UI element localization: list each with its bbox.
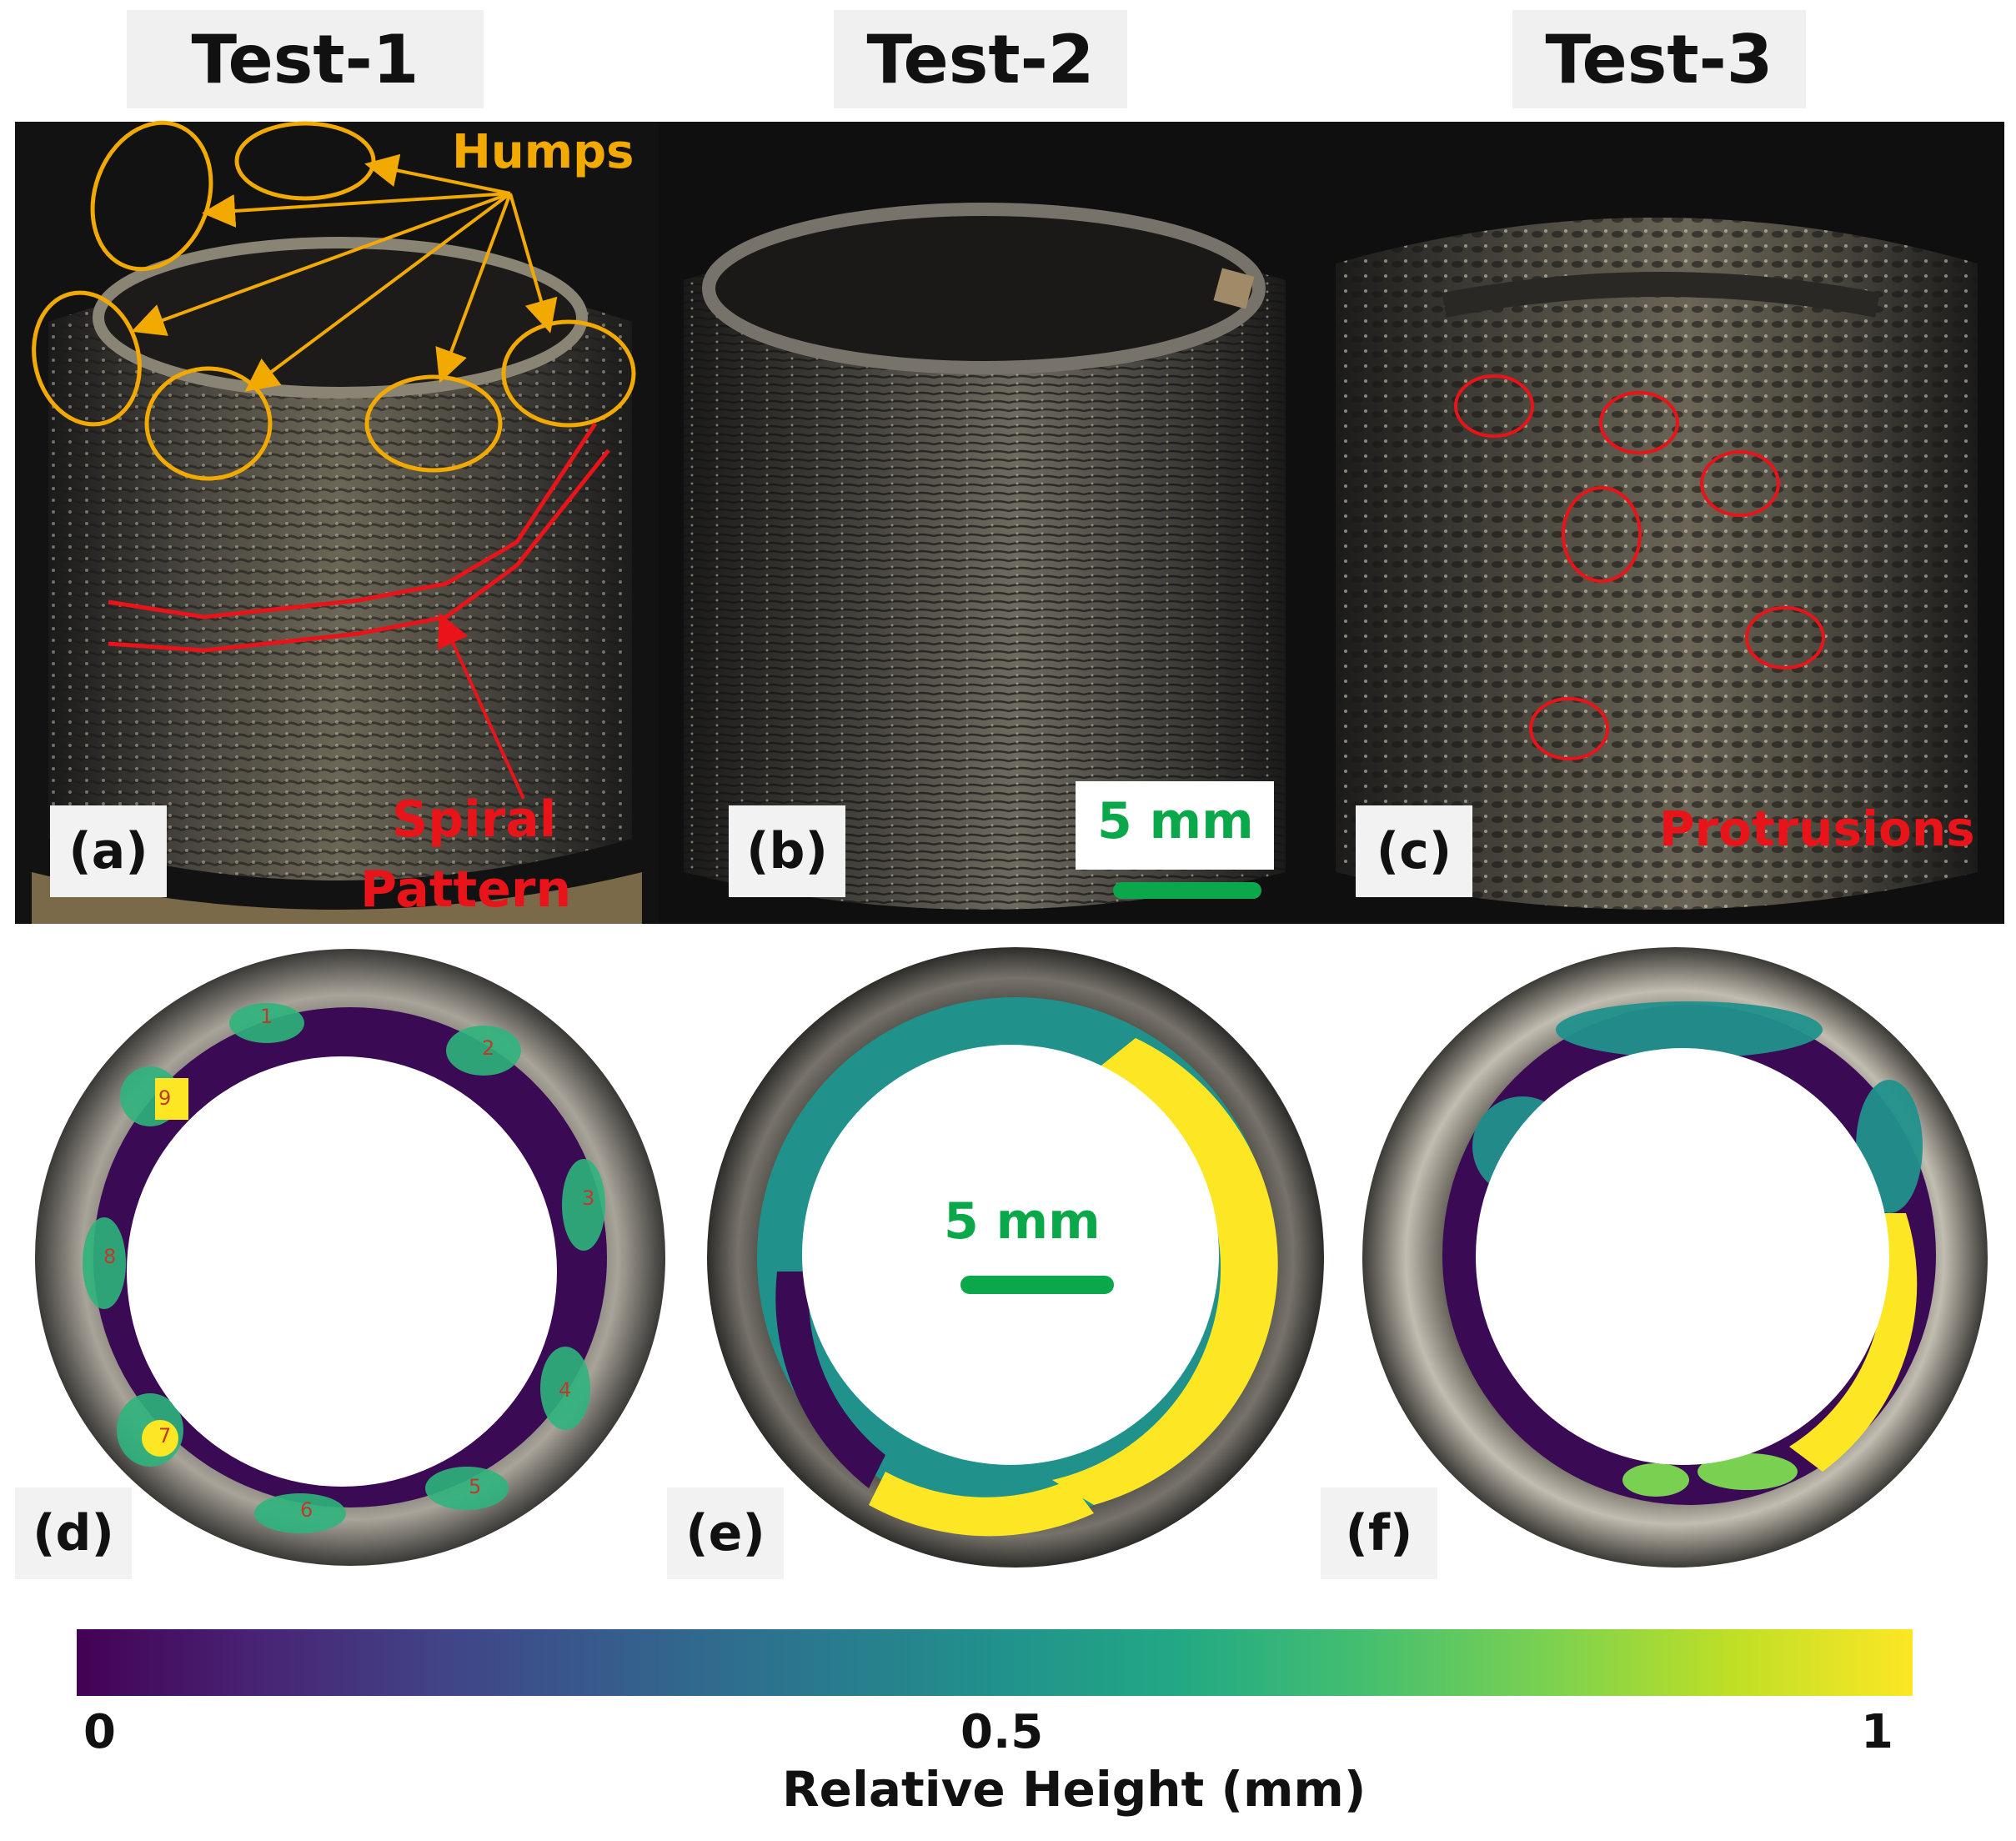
scale-bar-mid: [960, 1276, 1114, 1294]
hump-number: 8: [103, 1245, 116, 1268]
panel-label-e: (e): [667, 1487, 784, 1579]
panel-label-a: (a): [50, 805, 167, 897]
hump-number: 1: [260, 1005, 273, 1028]
protrusion-ellipse: [1599, 391, 1679, 454]
hump-arrow: [364, 153, 511, 195]
hump-ellipse: [501, 319, 636, 428]
height-map-test-3: [1356, 938, 1994, 1577]
spiral-label-line2: Pattern: [360, 860, 572, 919]
hump-number: 7: [158, 1424, 171, 1447]
spiral-label-line1: Spiral: [392, 790, 557, 849]
photo-test-2-side: [659, 122, 1311, 924]
panel-label-c: (c): [1356, 805, 1472, 897]
panel-label-b: (b): [729, 805, 845, 897]
panel-label-f: (f): [1321, 1487, 1437, 1579]
hump-number: 5: [469, 1475, 481, 1498]
title-test-3: Test-3: [1512, 10, 1806, 108]
hump-ellipse: [90, 120, 213, 272]
hump-arrow: [244, 192, 512, 392]
colorbar-max-label: 1: [1861, 1705, 1893, 1759]
hump-arrow: [131, 192, 511, 336]
protrusion-ellipse: [1700, 450, 1780, 517]
spiral-arrow: [438, 612, 525, 800]
hump-arrow: [202, 192, 511, 228]
scale-bar-label-top: 5 mm: [1097, 792, 1254, 850]
scale-bar-label-mid: 5 mm: [944, 1192, 1101, 1251]
hump-number: 2: [482, 1036, 494, 1060]
colorbar-title: Relative Height (mm): [782, 1761, 1367, 1818]
humps-label: Humps: [452, 125, 634, 179]
height-map-test-2: [702, 938, 1329, 1577]
protrusion-ellipse: [1529, 697, 1609, 760]
spiral-line: [108, 422, 598, 620]
hump-arrow: [509, 193, 558, 334]
hump-ellipse: [32, 290, 142, 427]
protrusion-ellipse: [1454, 374, 1534, 438]
hump-number: 6: [300, 1498, 313, 1522]
colorbar: [77, 1629, 1913, 1696]
hump-arrow: [435, 193, 512, 384]
scale-bar-top: [1113, 882, 1261, 899]
photo-test-3-side: [1311, 122, 2004, 924]
hump-number: 9: [158, 1086, 171, 1110]
panel-label-d: (d): [15, 1487, 132, 1579]
colorbar-min-label: 0: [83, 1705, 116, 1759]
hump-ellipse: [234, 121, 376, 201]
hump-ellipse: [144, 366, 273, 481]
title-test-1: Test-1: [127, 10, 484, 108]
protrusion-ellipse: [1562, 486, 1642, 583]
hump-ellipse: [364, 374, 503, 473]
spiral-line: [108, 449, 610, 653]
height-map-test-1: 1 2 3 4 5 6 7 8 9: [25, 938, 677, 1577]
protrusion-ellipse: [1745, 606, 1825, 670]
protrusions-label: Protrusions: [1659, 800, 1975, 857]
colorbar-mid-label: 0.5: [960, 1705, 1044, 1759]
hump-number: 4: [559, 1378, 571, 1402]
hump-number: 3: [582, 1186, 594, 1210]
title-test-2: Test-2: [834, 10, 1127, 108]
scale-bar-box-top: [1076, 781, 1274, 870]
